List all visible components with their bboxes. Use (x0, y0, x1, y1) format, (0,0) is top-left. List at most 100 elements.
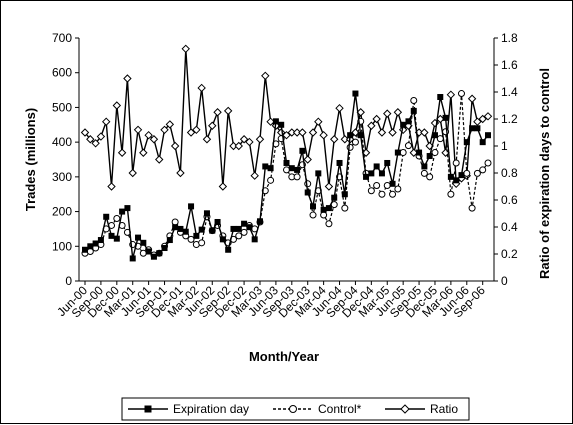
y-tick-label-left: 600 (52, 66, 72, 80)
data-point (298, 128, 307, 137)
data-point (331, 194, 338, 201)
data-point (181, 44, 190, 54)
data-point (262, 163, 269, 170)
y-tick-label-right: 0.4 (501, 220, 518, 234)
data-point (399, 149, 407, 157)
data-point (202, 135, 212, 144)
y-tick-label-right: 1 (501, 139, 508, 153)
y-tick-label-left: 100 (52, 239, 72, 253)
data-point (431, 149, 439, 157)
data-point (86, 135, 95, 144)
data-point (310, 203, 317, 210)
data-point (209, 227, 216, 234)
data-point (389, 180, 396, 187)
data-point (367, 187, 375, 195)
data-point (250, 171, 259, 180)
data-point (324, 182, 334, 191)
data-point (372, 114, 381, 124)
data-point (368, 170, 375, 177)
data-point (198, 226, 205, 233)
data-point (410, 107, 417, 114)
data-point (82, 246, 88, 253)
data-point (347, 132, 354, 139)
data-point (363, 173, 370, 180)
legend-label: Ratio (430, 402, 458, 416)
y-tick-label-right: 0.2 (501, 247, 518, 261)
data-point (463, 139, 470, 146)
data-point (172, 224, 179, 231)
data-point (330, 135, 339, 144)
data-point (107, 182, 116, 191)
data-point (225, 246, 232, 253)
data-point (320, 206, 327, 213)
data-point (112, 101, 122, 110)
data-point (341, 191, 348, 198)
data-point (373, 182, 381, 190)
data-point (356, 108, 365, 117)
series-layer (80, 44, 493, 262)
data-point (367, 121, 376, 130)
data-point (283, 166, 290, 174)
data-point (426, 153, 433, 160)
data-point (416, 149, 423, 156)
data-point (214, 218, 221, 225)
data-point (468, 204, 476, 212)
data-point (426, 173, 434, 181)
data-point (303, 155, 312, 164)
data-point (394, 149, 401, 156)
data-point (161, 245, 168, 252)
data-point (261, 71, 270, 81)
data-point (478, 114, 487, 124)
data-point (389, 190, 397, 198)
data-point (325, 220, 333, 228)
data-point (160, 125, 169, 135)
data-point (420, 128, 429, 137)
data-point (452, 159, 460, 167)
data-point (377, 128, 387, 137)
data-point (235, 232, 243, 240)
data-point (166, 237, 173, 244)
data-point (241, 220, 248, 227)
data-point (113, 235, 120, 242)
data-point (378, 170, 385, 177)
data-point (135, 234, 142, 241)
y-tick-label-right: 0.8 (501, 166, 518, 180)
data-point (208, 121, 217, 130)
data-point (113, 215, 121, 223)
data-point (170, 141, 180, 151)
y-tick-label-right: 1.8 (501, 31, 518, 45)
data-point (378, 190, 386, 198)
y-tick-label-left: 200 (52, 205, 72, 219)
data-point (245, 137, 254, 147)
data-point (352, 90, 359, 97)
data-point (219, 236, 226, 243)
data-point (123, 74, 132, 83)
legend-label: Expiration day (173, 402, 249, 416)
data-point (314, 117, 323, 126)
data-point (149, 135, 159, 144)
y-tick-label-right: 1.4 (501, 85, 518, 99)
data-point (383, 109, 392, 118)
data-point (357, 132, 364, 139)
data-point (92, 240, 99, 247)
data-point (463, 169, 471, 177)
data-point (255, 135, 265, 144)
data-point (473, 117, 482, 126)
data-point (251, 236, 258, 243)
data-point (240, 228, 248, 236)
legend-marker (400, 404, 410, 414)
y-tick-label-right: 0 (501, 274, 508, 288)
data-point (150, 253, 157, 260)
data-point (484, 159, 492, 167)
legend-item: Ratio (385, 402, 458, 416)
y-tick-label-right: 1.2 (501, 112, 518, 126)
series-control (81, 90, 492, 259)
data-point (187, 235, 195, 243)
data-point (87, 243, 94, 250)
data-point (485, 132, 491, 139)
y-tick-label-left: 300 (52, 170, 72, 184)
data-point (235, 225, 242, 232)
data-point (469, 125, 476, 132)
data-point (458, 172, 465, 179)
